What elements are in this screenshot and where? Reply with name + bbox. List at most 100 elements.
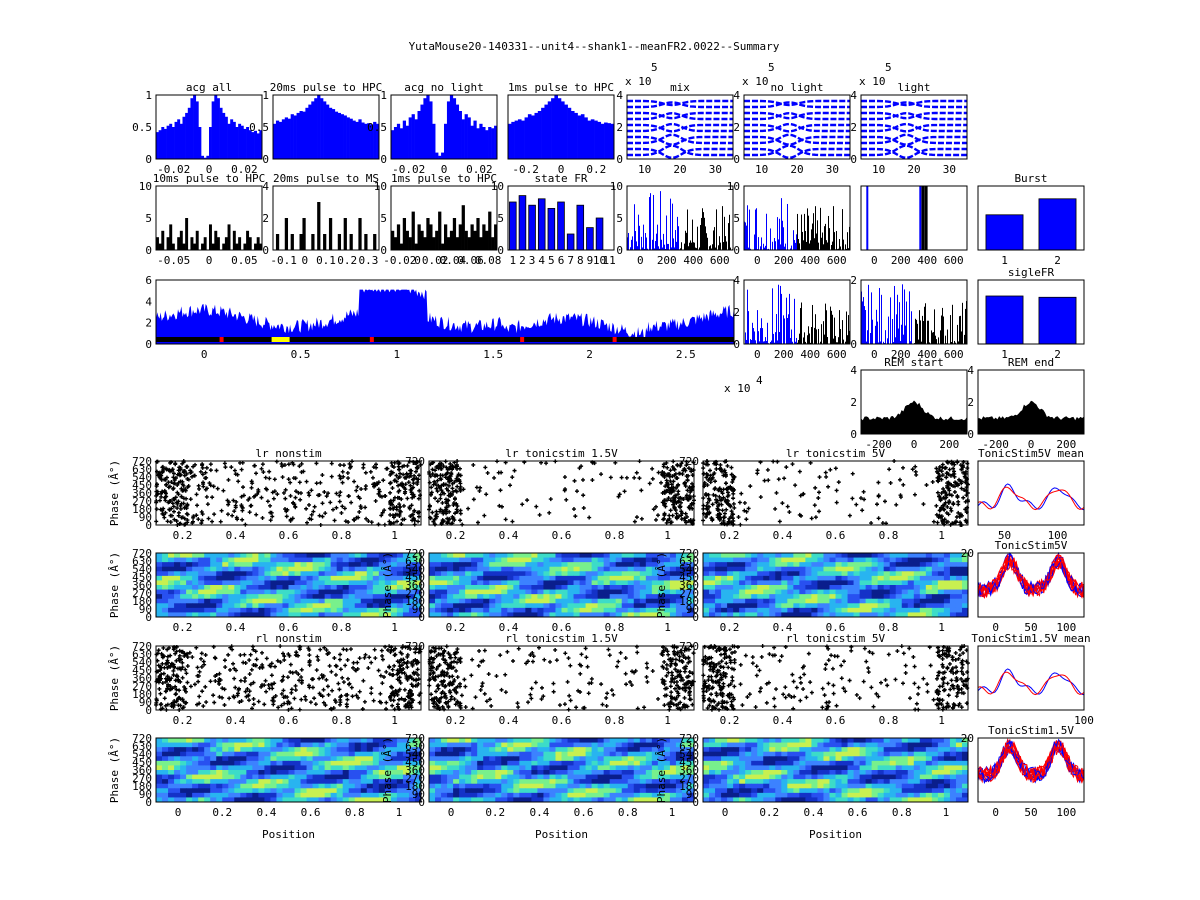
heat-cell [294, 580, 301, 586]
x-tick-label: 10 [755, 163, 768, 176]
spike-point [729, 465, 734, 470]
chart-heat-lr-tonic5: 0.2 0.4 0.6 0.8 1090180270360450540630720Pha… [655, 547, 969, 634]
bar [842, 320, 843, 344]
x-tick-label: 0.4 [226, 529, 246, 542]
y-tick-label: 630 [132, 463, 152, 476]
bar [876, 309, 877, 344]
x-tick-label: 0.05 [231, 254, 258, 267]
bar [273, 123, 277, 159]
heat-cell [264, 598, 271, 604]
y-tick-label: 720 [405, 547, 425, 560]
bar [557, 201, 565, 251]
heat-cell [793, 566, 800, 572]
heat-cell [913, 580, 921, 586]
heat-cell [495, 585, 502, 590]
chart-acg-1ms-hpc: 1ms pulse to HPC-0.2 0 0.2 [507, 81, 615, 176]
heat-cell [615, 585, 623, 590]
bar [768, 248, 769, 250]
heat-cell [847, 594, 854, 600]
heat-cell [378, 589, 386, 595]
heat-cell [549, 557, 556, 563]
bar [331, 109, 336, 159]
x-tick-label: 600 [944, 348, 964, 361]
spike-point [199, 521, 204, 526]
heat-cell [495, 603, 502, 609]
heat-cell [823, 562, 830, 568]
panel-title: 20ms pulse to HPC [270, 81, 383, 94]
heat-cell [192, 575, 199, 581]
heat-cell [913, 607, 921, 613]
spike-point [718, 498, 723, 503]
spike-point [212, 700, 217, 705]
heat-cell [847, 589, 854, 595]
bar [875, 325, 876, 344]
heat-cell [615, 571, 623, 577]
heat-cell [913, 589, 921, 595]
spike-point [644, 674, 649, 679]
bar [747, 289, 748, 344]
spike-point [312, 696, 317, 701]
heat-cell [901, 553, 909, 558]
heat-cell [192, 580, 199, 586]
heat-cell [435, 607, 442, 613]
spike-point [937, 513, 942, 518]
heat-cell [246, 594, 253, 600]
spike-point [346, 520, 351, 525]
heat-cell [402, 571, 410, 577]
heat-cell [372, 571, 380, 577]
spike-point [190, 474, 195, 479]
heat-cell [204, 607, 211, 613]
spike-point [184, 671, 189, 676]
heat-cell [627, 553, 635, 558]
heat-cell [703, 575, 710, 581]
heat-cell [366, 585, 374, 590]
heat-cell [733, 589, 740, 595]
spike-point [431, 482, 436, 487]
heat-cell [156, 594, 163, 600]
heat-cell [829, 603, 836, 609]
heat-cell [709, 585, 716, 590]
event-line [921, 186, 925, 250]
spike-point [247, 672, 252, 677]
heat-cell [883, 562, 891, 568]
heat-cell [955, 571, 963, 577]
bar [201, 155, 204, 159]
x-tick-label: 1 [1001, 348, 1008, 361]
spike-point [639, 488, 644, 493]
spike-point [219, 508, 224, 513]
bar [699, 247, 700, 250]
spike-point [448, 464, 453, 469]
spike-point [711, 472, 716, 477]
x-tick-label: 1 [664, 621, 671, 634]
heat-cell [639, 594, 647, 600]
heat-cell [156, 612, 163, 618]
bar [645, 232, 646, 250]
heat-cell [276, 580, 283, 586]
heat-cell [495, 607, 502, 613]
y-tick-label: 270 [132, 495, 152, 508]
heat-cell [465, 553, 472, 558]
spike-point [439, 461, 444, 466]
bar [945, 335, 946, 344]
heat-cell [775, 589, 782, 595]
heat-cell [204, 553, 211, 558]
spike-point [453, 511, 458, 516]
heat-cell [258, 612, 265, 618]
bar [177, 119, 181, 159]
bar [246, 230, 250, 250]
heat-cell [252, 607, 259, 613]
spike-point [708, 473, 713, 478]
spike-point [378, 691, 383, 696]
spike-point [350, 694, 355, 699]
y-tick-label: 1 [262, 89, 269, 102]
heat-cell [210, 607, 217, 613]
heat-cell [727, 575, 734, 581]
axes-frame [743, 94, 851, 160]
spike-point [456, 472, 461, 477]
spike-point [376, 668, 381, 673]
heat-cell [372, 603, 380, 609]
heat-cell [258, 598, 265, 604]
heat-cell [513, 585, 520, 590]
heat-cell [447, 562, 454, 568]
heat-cell [925, 607, 933, 613]
